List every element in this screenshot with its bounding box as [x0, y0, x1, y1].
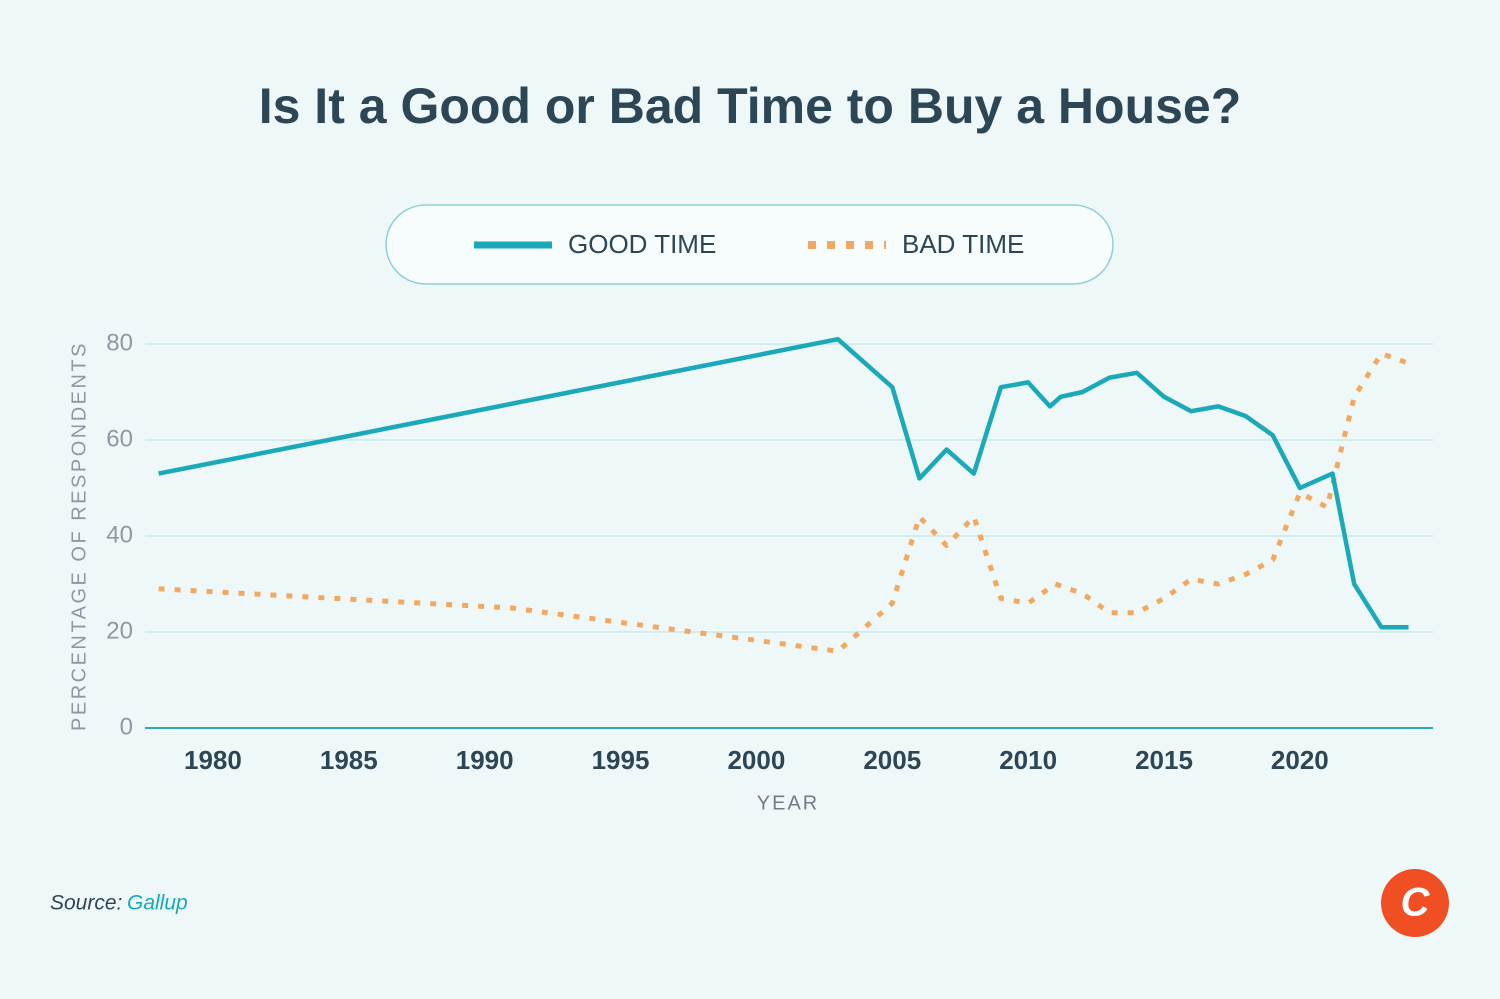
legend-label: BAD TIME: [902, 229, 1024, 259]
y-tick-label: 40: [106, 521, 133, 548]
chart-title: Is It a Good or Bad Time to Buy a House?: [259, 78, 1242, 134]
logo-letter: C: [1401, 881, 1431, 925]
series-line: [158, 336, 1409, 630]
series-line: [158, 351, 1410, 654]
source-name: Gallup: [127, 892, 188, 915]
y-tick-label: 60: [106, 425, 133, 452]
x-tick-label: 1980: [184, 745, 242, 775]
x-tick-label: 2015: [1135, 745, 1193, 775]
source-label: Source:: [50, 892, 122, 915]
x-tick-label: 2005: [863, 745, 921, 775]
x-tick-label: 2000: [727, 745, 785, 775]
x-tick-label: 1995: [592, 745, 650, 775]
x-tick-label: 1990: [456, 745, 514, 775]
y-tick-label: 20: [106, 617, 133, 644]
legend-label: GOOD TIME: [568, 229, 716, 259]
x-tick-label: 1985: [320, 745, 378, 775]
logo-badge: [1381, 869, 1449, 937]
x-tick-label: 2010: [999, 745, 1057, 775]
x-tick-label: 2020: [1271, 745, 1329, 775]
x-axis-label: YEAR: [757, 792, 819, 814]
y-tick-label: 0: [120, 713, 133, 740]
legend-box: [385, 204, 1114, 285]
y-axis-label: PERCENTAGE OF RESPONDENTS: [68, 341, 90, 731]
y-tick-label: 80: [106, 329, 133, 356]
